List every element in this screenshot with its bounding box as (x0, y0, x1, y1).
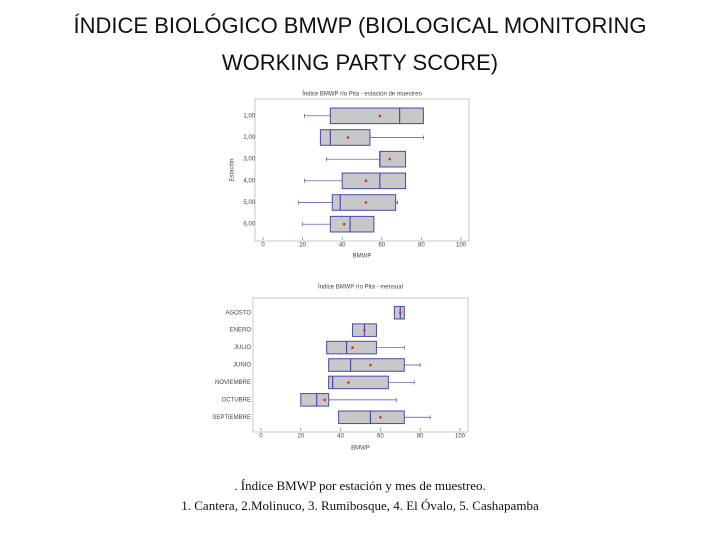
caption: 1. Cantera, 2.Molinuco, 3. Rumibosque, 4… (181, 498, 539, 513)
box (300, 393, 330, 407)
box (329, 215, 375, 233)
box (319, 129, 371, 146)
mean (364, 201, 368, 204)
chart-title: Índice BMWP río Pita - mensual (318, 284, 403, 291)
mean (399, 311, 402, 315)
mean (378, 114, 382, 118)
x-tick-label: 0 (259, 434, 263, 440)
mean (323, 398, 326, 402)
y-tick-label: AGOSTO (225, 310, 251, 316)
x-tick-label: 20 (299, 243, 306, 249)
x-tick-label: 60 (378, 243, 385, 249)
mean (369, 363, 372, 367)
mean (346, 136, 350, 139)
slide-title: ÍNDICE BIOLÓGICO BMWP (BIOLOGICAL MONITO… (74, 13, 647, 38)
box (338, 410, 405, 425)
mean (351, 346, 354, 349)
y-axis-label: Estación (230, 158, 236, 181)
box (328, 375, 389, 390)
box (379, 150, 407, 168)
mean (363, 328, 366, 332)
mean (342, 222, 346, 226)
plot-frame (254, 98, 470, 242)
y-tick-label: ENERO (230, 328, 252, 334)
x-tick-label: 40 (337, 434, 344, 440)
slide-title: WORKING PARTY SCORE) (222, 50, 498, 75)
y-tick-label: 6,00 (243, 222, 255, 228)
y-tick-label: 2,00 (243, 135, 255, 141)
box (331, 194, 397, 211)
y-tick-label: SEPTIEMBRE (212, 415, 251, 421)
y-tick-label: 3,00 (243, 157, 255, 163)
x-tick-label: 80 (417, 434, 424, 440)
x-tick-label: 80 (418, 243, 425, 249)
x-axis-label: BMWP (353, 254, 372, 260)
y-tick-label: JUNIO (233, 363, 251, 369)
box (328, 358, 405, 372)
y-tick-label: 5,00 (243, 200, 255, 206)
plot-frame (252, 297, 469, 433)
y-tick-label: 1,00 (243, 113, 255, 119)
chart-title: Índice BMWP río Pita - estación de muest… (302, 91, 422, 98)
y-tick-label: JULIO (234, 345, 251, 351)
x-tick-label: 60 (377, 434, 384, 440)
mean (364, 179, 368, 183)
x-tick-label: 20 (297, 434, 304, 440)
y-tick-label: NOVIEMBRE (215, 380, 251, 386)
box (341, 172, 407, 190)
x-tick-label: 100 (456, 243, 467, 249)
y-tick-label: 4,00 (243, 178, 255, 184)
x-axis-label: BMWP (351, 446, 370, 452)
box (329, 107, 424, 125)
x-tick-label: 0 (261, 243, 265, 249)
mean (388, 157, 392, 161)
y-tick-label: OCTUBRE (222, 397, 251, 403)
x-tick-label: 40 (339, 243, 346, 249)
caption: . Índice BMWP por estación y mes de mues… (234, 478, 486, 493)
mean (379, 415, 382, 419)
x-tick-label: 100 (455, 434, 466, 440)
mean (347, 381, 350, 384)
